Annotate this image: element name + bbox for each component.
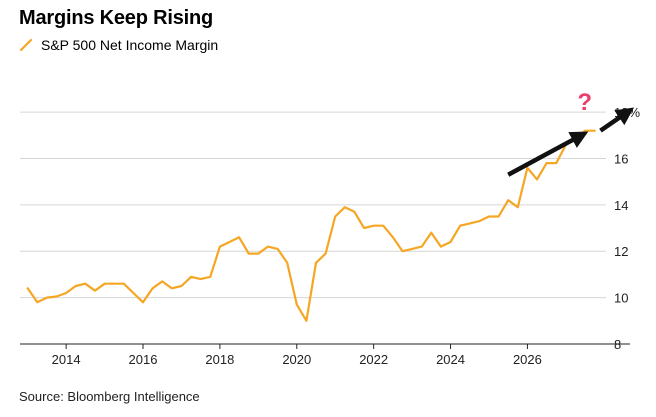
y-tick-label: 16 — [614, 151, 628, 166]
y-tick-label: 8 — [614, 337, 621, 352]
x-tick-label: 2026 — [513, 352, 542, 367]
y-tick-labels: 81012141618% — [614, 105, 640, 352]
y-tick-label: 10 — [614, 291, 628, 306]
x-tick-label: 2020 — [282, 352, 311, 367]
x-tick-label: 2014 — [52, 352, 81, 367]
legend: S&P 500 Net Income Margin — [19, 37, 218, 53]
legend-line-icon — [19, 38, 33, 52]
source-note: Source: Bloomberg Intelligence — [19, 389, 200, 404]
x-tick-labels: 2014 2016 2018 2020 2022 2024 2026 — [52, 344, 542, 367]
question-mark: ? — [577, 89, 592, 116]
chart-title: Margins Keep Rising — [19, 7, 214, 29]
annotation-arrow — [507, 131, 589, 177]
y-tick-label: 12 — [614, 244, 628, 259]
y-tick-label: 14 — [614, 198, 628, 213]
series-line — [26, 129, 596, 322]
annotations: ? — [507, 89, 635, 177]
gridlines — [20, 111, 606, 299]
series-lines — [26, 129, 596, 322]
x-tick-label: 2016 — [129, 352, 158, 367]
annotation-arrow — [599, 107, 635, 133]
x-tick-label: 2022 — [359, 352, 388, 367]
x-tick-label: 2024 — [436, 352, 465, 367]
x-tick-label: 2018 — [205, 352, 234, 367]
legend-label: S&P 500 Net Income Margin — [41, 37, 219, 53]
